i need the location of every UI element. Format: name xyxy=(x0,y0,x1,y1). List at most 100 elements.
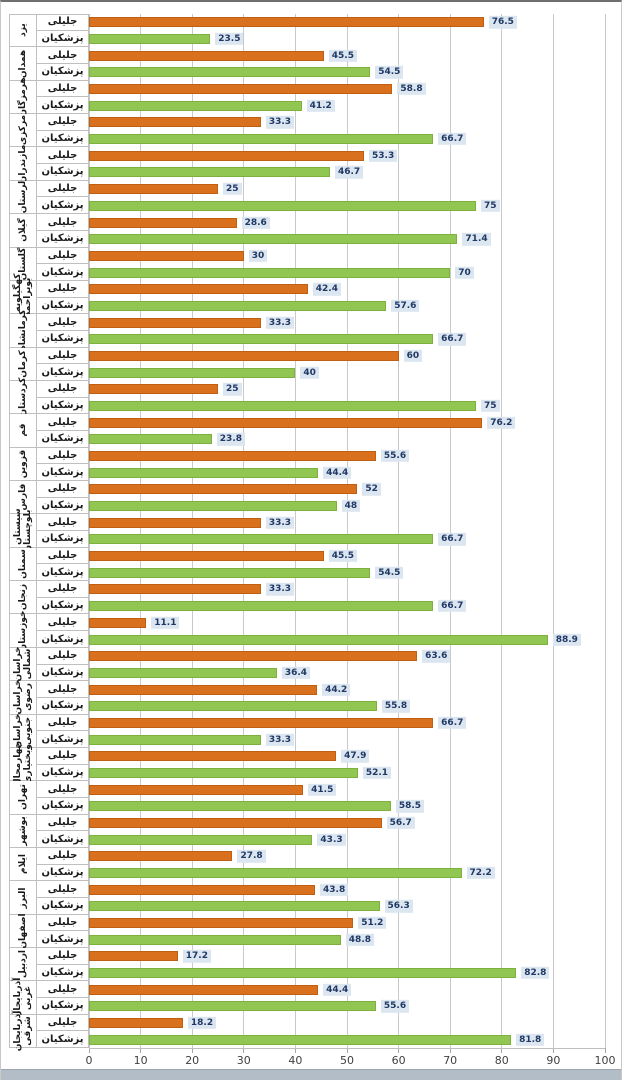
province-label-cell: گلستان xyxy=(9,247,37,281)
bar-area: 48 xyxy=(89,498,605,515)
province-group: لرستان جلیلی 25 پزشکیان 75 xyxy=(9,181,605,215)
bar-area: 33.3 xyxy=(89,114,605,131)
bar-value-label: 23.5 xyxy=(215,32,244,46)
x-axis-tick-label: 40 xyxy=(288,1054,303,1067)
bar-value-label: 53.3 xyxy=(369,149,398,162)
bar-area: 41.5 xyxy=(89,781,605,798)
bar-value-label: 44.4 xyxy=(323,466,352,479)
bar-area: 23.8 xyxy=(89,431,605,448)
candidate-label-jalili: جلیلی xyxy=(37,247,89,265)
candidate-label-jalili: جلیلی xyxy=(37,714,89,732)
province-label-cell: خراسان جنوبی xyxy=(9,713,37,748)
bar-jalili xyxy=(89,117,261,128)
bar-area: 88.9 xyxy=(89,631,605,648)
bar-area: 63.6 xyxy=(89,648,605,665)
candidate-label-pezeshkian: پزشکیان xyxy=(37,697,89,715)
bar-pezeshkian xyxy=(89,534,434,545)
province-label: آذربایجان شرقی xyxy=(12,1010,33,1052)
province-group: البرز جلیلی 43.8 پزشکیان 56.3 xyxy=(9,881,605,915)
candidate-label-jalili: جلیلی xyxy=(37,581,89,598)
bar-value-label: 48.8 xyxy=(345,933,375,946)
bar-value-label: 57.6 xyxy=(391,299,420,313)
bar-value-label: 51.2 xyxy=(358,916,387,930)
bar-pezeshkian xyxy=(89,1001,376,1012)
bar-jalili xyxy=(89,784,304,795)
bar-jalili xyxy=(89,84,393,95)
province-label-cell: قزوین xyxy=(9,447,37,482)
bar-row-jalili: جلیلی 33.3 xyxy=(37,581,605,598)
bar-jalili xyxy=(89,417,483,428)
label-table-left-border xyxy=(9,14,10,1048)
bar-area: 41.2 xyxy=(89,97,605,114)
bar-value-label: 33.3 xyxy=(265,733,295,746)
bar-jalili xyxy=(89,250,244,261)
candidate-label-pezeshkian: پزشکیان xyxy=(37,664,89,682)
candidate-label-pezeshkian: پزشکیان xyxy=(37,764,89,782)
bar-value-label: 36.4 xyxy=(281,666,311,680)
bar-jalili xyxy=(89,150,365,161)
candidate-label-jalili: جلیلی xyxy=(37,214,89,231)
province-label-cell: البرز xyxy=(9,881,37,915)
bar-row-pezeshkian: پزشکیان 55.8 xyxy=(37,697,605,715)
x-axis-tick-label: 100 xyxy=(594,1054,616,1067)
bar-pezeshkian xyxy=(89,200,476,211)
bar-rows-container: یزد جلیلی 76.5 پزشکیان 23.5 همدان جلیلی 45.5 پزش… xyxy=(9,14,605,1051)
bar-pezeshkian xyxy=(89,367,296,378)
bar-area: 48.8 xyxy=(89,931,605,948)
candidate-label-jalili: جلیلی xyxy=(37,881,89,899)
bar-value-label: 58.8 xyxy=(397,82,426,96)
bar-area: 54.5 xyxy=(89,64,605,81)
province-group: هرمزگان جلیلی 58.8 پزشکیان 41.2 xyxy=(9,77,605,117)
x-axis-tick-label: 70 xyxy=(443,1054,458,1067)
bar-row-jalili: جلیلی 63.6 xyxy=(37,647,605,665)
bar-area: 66.7 xyxy=(89,331,605,348)
bar-pezeshkian xyxy=(89,567,371,578)
bar-jalili xyxy=(89,884,315,895)
bar-value-label: 33.3 xyxy=(265,516,295,529)
bar-jalili xyxy=(89,551,324,562)
province-group: همدان جلیلی 45.5 پزشکیان 54.5 xyxy=(9,47,605,81)
bar-row-jalili: جلیلی 25 xyxy=(37,380,605,398)
province-label-cell: کرمانشاه xyxy=(9,310,37,351)
bar-value-label: 55.6 xyxy=(380,1000,410,1013)
bar-row-pezeshkian: پزشکیان 48 xyxy=(37,497,605,515)
bar-row-pezeshkian: پزشکیان 70 xyxy=(37,264,605,281)
x-axis-tick-label: 20 xyxy=(185,1054,200,1067)
vertical-gridline xyxy=(88,14,90,1048)
candidate-label-pezeshkian: پزشکیان xyxy=(37,164,89,181)
bar-value-label: 33.3 xyxy=(265,316,295,329)
candidate-label-pezeshkian: پزشکیان xyxy=(37,797,89,815)
candidate-label-jalili: جلیلی xyxy=(37,447,89,465)
bar-area: 82.8 xyxy=(89,965,605,982)
vertical-gridline xyxy=(398,14,400,1048)
bar-value-label: 42.4 xyxy=(312,283,341,296)
bar-pezeshkian xyxy=(89,634,548,645)
bar-value-label: 45.5 xyxy=(328,49,357,62)
bar-row-jalili: جلیلی 17.2 xyxy=(37,948,605,965)
bar-value-label: 25 xyxy=(223,383,242,396)
axis-tick-mark xyxy=(604,1048,606,1053)
province-group: اردبیل جلیلی 17.2 پزشکیان 82.8 xyxy=(9,948,605,982)
bar-pezeshkian xyxy=(89,34,211,45)
candidate-label-jalili: جلیلی xyxy=(37,547,89,565)
bar-value-label: 75 xyxy=(481,199,500,212)
bar-row-jalili: جلیلی 41.5 xyxy=(37,781,605,798)
vertical-gridline xyxy=(191,14,193,1048)
candidate-label-pezeshkian: پزشکیان xyxy=(37,64,89,81)
candidate-label-jalili: جلیلی xyxy=(37,681,89,698)
bar-row-pezeshkian: پزشکیان 66.7 xyxy=(37,531,605,548)
bar-row-jalili: جلیلی 33.3 xyxy=(37,314,605,331)
bar-area: 45.5 xyxy=(89,548,605,565)
bar-value-label: 56.3 xyxy=(384,900,413,913)
bar-pezeshkian xyxy=(89,601,434,612)
province-group: کرمانشاه جلیلی 33.3 پزشکیان 66.7 xyxy=(9,310,605,351)
bar-area: 72.2 xyxy=(89,865,605,882)
province-group: قزوین جلیلی 55.6 پزشکیان 44.4 xyxy=(9,447,605,482)
bar-jalili xyxy=(89,751,337,762)
bar-row-pezeshkian: پزشکیان 43.3 xyxy=(37,831,605,848)
province-group: سیستان و بلوچستان جلیلی 33.3 پزشکیان 66.7 xyxy=(9,508,605,553)
bar-value-label: 41.5 xyxy=(308,783,337,796)
axis-tick-mark xyxy=(398,1048,400,1053)
candidate-label-jalili: جلیلی xyxy=(37,147,89,165)
bar-area: 33.3 xyxy=(89,514,605,531)
